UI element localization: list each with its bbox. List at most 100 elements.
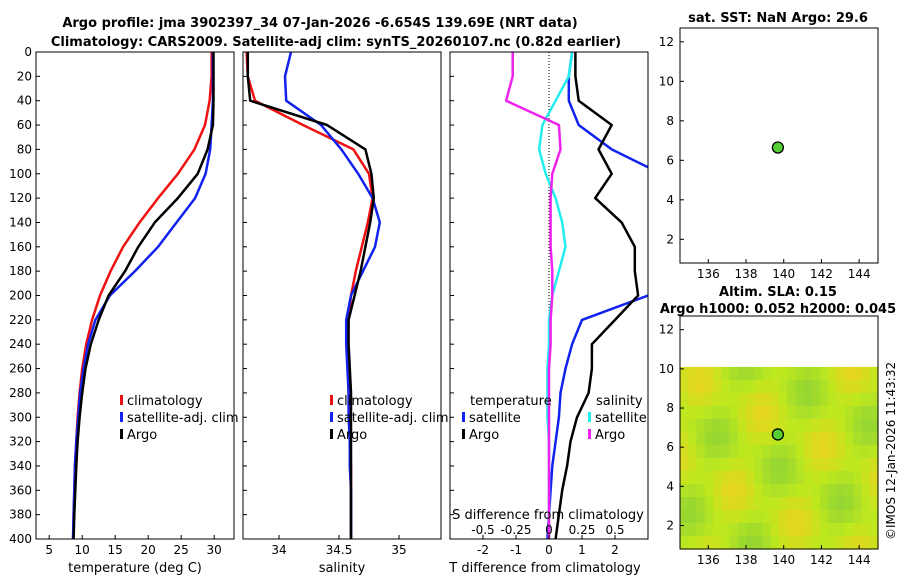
sla-heatmap-cell	[713, 458, 722, 472]
salinity-xtick-label: 34	[271, 543, 286, 557]
sla-heatmap-cell	[828, 444, 838, 459]
difference-top-axis-label: S difference from climatology	[452, 508, 644, 523]
sla-heatmap-cell	[696, 484, 706, 498]
sla-heatmap-cell	[704, 484, 714, 498]
sla-heatmap-cell	[795, 458, 805, 472]
temperature-legend-item-swatch	[120, 412, 123, 422]
sla-heatmap-cell	[746, 458, 755, 472]
sla-heatmap-cell	[713, 497, 722, 511]
sla-heatmap-cell	[853, 418, 863, 433]
sla-heatmap-cell	[820, 366, 830, 381]
sla-heatmap-cell	[704, 418, 714, 433]
sla-heatmap-cell	[812, 379, 821, 394]
sla_map-xtick-label: 140	[772, 553, 795, 567]
salinity-series-line	[283, 52, 382, 539]
sla-heatmap-cell	[721, 510, 731, 524]
sla-heatmap-cell	[737, 392, 747, 407]
sla-heatmap-cell	[787, 510, 797, 524]
sla_map-ytick-label: 12	[659, 323, 674, 337]
sla-heatmap-cell	[828, 379, 838, 394]
sla-heatmap-cell	[869, 418, 879, 433]
salinity-xlabel: salinity	[319, 561, 366, 576]
sla-heatmap-cell	[779, 510, 788, 524]
sla-heatmap-cell	[721, 471, 731, 485]
legend-salinity-item-label: satellite	[595, 411, 647, 426]
sla-heatmap-cell	[779, 458, 788, 472]
sla-heatmap-cell	[869, 366, 879, 381]
temperature-lines	[71, 52, 215, 539]
sst-map-title: sat. SST: NaN Argo: 29.6	[688, 11, 868, 26]
temperature-legend-item-label: Argo	[127, 428, 157, 443]
sla-heatmap-cell	[803, 379, 813, 394]
sla-heatmap-cell	[836, 523, 846, 537]
sla-heatmap-cell	[754, 510, 764, 524]
temperature-ytick-label: 140	[9, 215, 32, 229]
sla-heatmap-cell	[812, 536, 821, 550]
sla-heatmap-cell	[688, 471, 698, 485]
salinity-series-line	[246, 52, 376, 539]
sla-heatmap-cell	[820, 405, 830, 420]
sla-heatmap-cell	[795, 471, 805, 485]
sla-heatmap-cell	[828, 471, 838, 485]
sla-heatmap-cell	[779, 379, 788, 394]
sla-heatmap-cell	[828, 431, 838, 446]
temperature-xlabel: temperature (deg C)	[68, 561, 202, 576]
sla-heatmap-cell	[795, 392, 805, 407]
sla-heatmap-cell	[779, 523, 788, 537]
salinity-panel: 34 34.5 35 salinity climatology satellite-adj…	[242, 51, 449, 576]
sla-heatmap-cell	[696, 523, 706, 537]
sla-heatmap-cell	[853, 523, 863, 537]
difference-lines	[504, 52, 648, 539]
sla-heatmap-cell	[836, 497, 846, 511]
sla-heatmap-cell	[721, 444, 731, 459]
sla-heatmap-cell	[803, 510, 813, 524]
sla-heatmap-cell	[770, 379, 780, 394]
sla-heatmap-cell	[762, 392, 772, 407]
sla-heatmap-cell	[737, 497, 747, 511]
sla-heatmap-cell	[696, 392, 706, 407]
sla-heatmap-cell	[729, 484, 739, 498]
sla-heatmap-cell	[795, 536, 805, 550]
salinity-lines	[245, 52, 382, 539]
legend-salinity-item-label: Argo	[595, 428, 625, 443]
figure-title-line2: Climatology: CARS2009. Satellite-adj cli…	[51, 35, 621, 50]
sla-heatmap-cell	[688, 392, 698, 407]
temperature-ytick-label: 240	[9, 337, 32, 351]
difference-xtick-label: -2	[477, 543, 489, 557]
sla-heatmap-cell	[828, 523, 838, 537]
sla-heatmap-cell	[779, 497, 788, 511]
sla-heatmap-cell	[754, 536, 764, 550]
temperature-ytick-label: 200	[9, 289, 32, 303]
sla-map-panel: Altim. SLA: 0.15 Argo h1000: 0.052 h2000:…	[659, 285, 896, 567]
sla-heatmap-cell	[696, 418, 706, 433]
sla-heatmap-cell	[770, 497, 780, 511]
sla-heatmap-cells	[680, 366, 879, 550]
sla-heatmap-cell	[861, 392, 871, 407]
sla-heatmap-cell	[680, 431, 689, 446]
sla-heatmap-cell	[787, 523, 797, 537]
sla-heatmap-cell	[729, 510, 739, 524]
sla-heatmap-cell	[861, 536, 871, 550]
sla-heatmap-cell	[812, 458, 821, 472]
sla-heatmap-cell	[853, 484, 863, 498]
sla-heatmap-cell	[836, 379, 846, 394]
legend-temperature-item-swatch	[462, 412, 465, 422]
salinity-xtick-label: 34.5	[326, 543, 353, 557]
sla-heatmap-cell	[820, 431, 830, 446]
sla-heatmap-cell	[737, 510, 747, 524]
sla-heatmap-cell	[820, 458, 830, 472]
sla_map-ytick-label: 4	[666, 479, 674, 493]
temperature-ytick-label: 220	[9, 313, 32, 327]
sla-heatmap-cell	[795, 366, 805, 381]
sla-heatmap-cell	[746, 418, 755, 433]
sla-heatmap-cell	[688, 366, 698, 381]
difference-series-line	[504, 52, 562, 539]
sla-heatmap-cell	[680, 418, 689, 433]
legend-temperature-title: temperature	[470, 394, 552, 409]
sst_map-ytick-label: 4	[666, 193, 674, 207]
sla_map-axes-frame	[679, 315, 879, 550]
sla-heatmap-cell	[770, 458, 780, 472]
sla-heatmap-cell	[845, 418, 854, 433]
sla-heatmap-cell	[812, 392, 821, 407]
argo-float-marker	[771, 428, 785, 441]
